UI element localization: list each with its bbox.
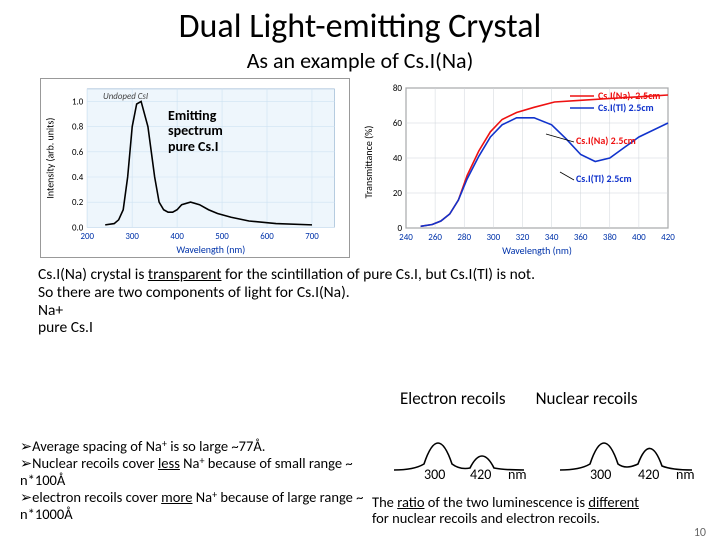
svg-text:320: 320	[516, 232, 530, 243]
svg-text:380: 380	[603, 232, 617, 243]
nuclear-recoils-label: Nuclear recoils	[536, 388, 638, 409]
note-line-1: Emitting	[168, 108, 223, 123]
svg-text:80: 80	[393, 83, 403, 94]
emission-spectrum-chart: 200 300 400 500 600 700 0.0 0.2 0.4 0.6 0.8 1.0 Wa…	[40, 78, 350, 258]
note-line-3: pure Cs.I	[168, 139, 223, 154]
svg-text:340: 340	[545, 232, 559, 243]
svg-text:1.0: 1.0	[72, 97, 84, 107]
svg-text:0.6: 0.6	[72, 148, 84, 158]
svg-text:0.2: 0.2	[72, 198, 84, 208]
para-3: Na+	[38, 302, 682, 320]
svg-text:200: 200	[80, 232, 94, 242]
page-title: Dual Light-emitting Crystal	[0, 6, 720, 47]
nm-a: nm	[508, 466, 527, 483]
bullet-2: ➢Nuclear recoils cover less Na+ because …	[20, 455, 390, 488]
bullet-1: ➢Average spacing of Na+ is so large ~77Å…	[20, 438, 390, 455]
svg-text:0: 0	[397, 223, 402, 234]
svg-text:400: 400	[632, 232, 646, 243]
svg-text:360: 360	[574, 232, 588, 243]
num-420-a: 420	[470, 466, 491, 483]
svg-text:500: 500	[215, 232, 229, 242]
ratio-statement: The ratio of the two luminescence is dif…	[372, 494, 712, 526]
description-paragraph: Cs.I(Na) crystal is transparent for the …	[38, 266, 682, 337]
para-1a: Cs.I(Na) crystal is	[38, 265, 148, 284]
charts-row: 200300400500600700 0.00.20.40.60.81.0 Wa…	[40, 78, 692, 258]
transmittance-chart: 240260280300320340360380400420 020406080…	[360, 78, 680, 258]
svg-text:300: 300	[486, 232, 500, 243]
svg-text:260: 260	[428, 232, 442, 243]
legend-undoped: Undoped CsI	[103, 92, 148, 102]
para-4: pure Cs.I	[38, 319, 682, 337]
para-2: So there are two components of light for…	[38, 284, 682, 302]
num-300-b: 300	[590, 466, 611, 483]
svg-text:400: 400	[170, 232, 184, 242]
svg-text:40: 40	[393, 153, 403, 164]
svg-text:0.4: 0.4	[72, 173, 84, 183]
num-300-a: 300	[424, 466, 445, 483]
annot-csitl: Cs.I(Tl) 2.5cm	[576, 172, 632, 185]
svg-text:600: 600	[260, 232, 274, 242]
emitting-note: Emitting spectrum pure Cs.I	[168, 108, 223, 154]
yaxis-label: Intensity (arb. units)	[45, 118, 57, 199]
svg-text:420: 420	[661, 232, 675, 243]
subtitle: As an example of Cs.I(Na)	[0, 47, 720, 74]
yaxis-label-r: Transmittance (%)	[362, 126, 375, 199]
electron-recoils-label: Electron recoils	[400, 388, 506, 409]
legend-csitl: Cs.I(Tl) 2.5cm	[598, 101, 654, 114]
bullet-3: ➢electron recoils cover more Na+ because…	[20, 489, 390, 522]
para-1c: for the scintillation of pure Cs.I, but …	[221, 265, 535, 284]
page-number: 10	[694, 526, 706, 540]
para-1b-underlined: transparent	[148, 265, 222, 284]
recoil-labels-row: Electron recoils Nuclear recoils	[400, 388, 638, 409]
svg-text:60: 60	[393, 118, 403, 129]
svg-text:0.8: 0.8	[72, 123, 84, 133]
note-line-2: spectrum	[168, 123, 223, 138]
bullets-list: ➢Average spacing of Na+ is so large ~77Å…	[20, 438, 390, 522]
svg-text:0.0: 0.0	[72, 223, 84, 233]
dual-sketch: 300 420 nm 300 420 nm	[384, 414, 714, 484]
nm-b: nm	[676, 466, 695, 483]
svg-text:20: 20	[393, 188, 403, 199]
svg-text:300: 300	[125, 232, 139, 242]
svg-text:700: 700	[305, 232, 319, 242]
svg-text:280: 280	[457, 232, 471, 243]
annot-csina: Cs.I(Na) 2.5cm	[576, 134, 636, 147]
num-420-b: 420	[638, 466, 659, 483]
xaxis-label: Wavelength (nm)	[176, 244, 245, 256]
xaxis-label-r: Wavelength (nm)	[502, 244, 572, 257]
